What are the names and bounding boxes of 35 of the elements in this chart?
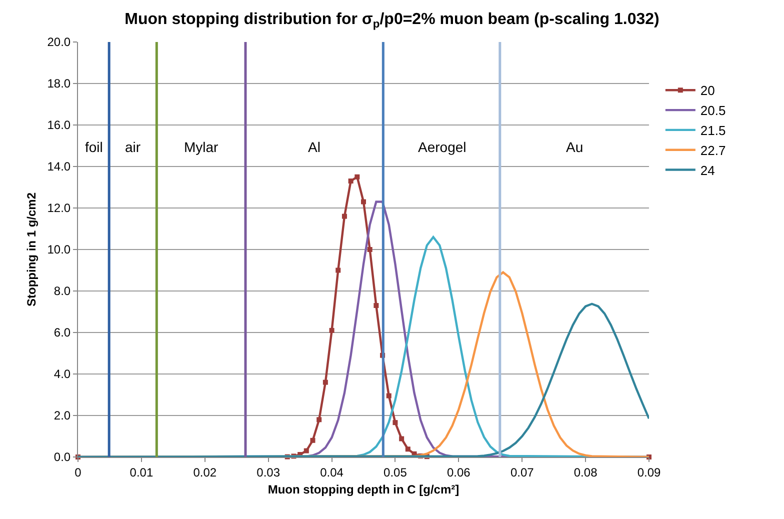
x-tick-label: 0.07 [510, 465, 534, 480]
y-tick-label: 2.0 [54, 408, 71, 423]
y-tick-label: 8.0 [54, 284, 71, 298]
annotation: foil [85, 139, 103, 155]
legend-label: 20.5 [700, 103, 726, 118]
chart-title: Muon stopping distribution for σ$_{p}$/p0=2% muon beam (p-scaling 1.032) [124, 11, 660, 31]
y-tick-label: 12.0 [47, 201, 71, 216]
legend-label: 24 [700, 162, 715, 178]
x-tick-label: 0.01 [130, 465, 154, 480]
legend-label: 21.5 [700, 123, 726, 138]
y-tick-label: 6.0 [54, 326, 71, 340]
x-tick-label: 0 [74, 465, 82, 480]
y-tick-label: 10.0 [47, 242, 71, 257]
y-tick-label: 16.0 [47, 118, 71, 132]
y-tick-label: 20.0 [47, 35, 71, 50]
annotation: air [125, 139, 141, 155]
legend-label: 22.7 [700, 142, 726, 158]
x-tick-label: 0.08 [574, 465, 598, 480]
annotation: Aerogel [418, 139, 466, 155]
x-tick-label: 0.09 [637, 465, 661, 480]
x-tick-label: 0.05 [384, 465, 408, 480]
y-tick-label: 14.0 [47, 160, 71, 174]
x-tick-label: 0.04 [320, 465, 344, 480]
x-tick-label: 0.02 [193, 465, 217, 480]
y-tick-label: 4.0 [54, 367, 71, 382]
y-tick-label: 0.0 [54, 450, 71, 464]
x-tick-label: 0.06 [446, 465, 471, 480]
annotation: Mylar [184, 139, 219, 155]
y-axis-title: Stopping in 1 g/cm2 [24, 192, 39, 307]
y-tick-label: 18.0 [47, 76, 71, 91]
annotation: Au [566, 139, 584, 155]
x-tick-label: 0.03 [256, 465, 280, 480]
x-axis-title: Muon stopping depth in C [g/cm²] [268, 482, 460, 496]
annotation: Al [308, 139, 320, 155]
legend-label: 20 [700, 83, 715, 98]
